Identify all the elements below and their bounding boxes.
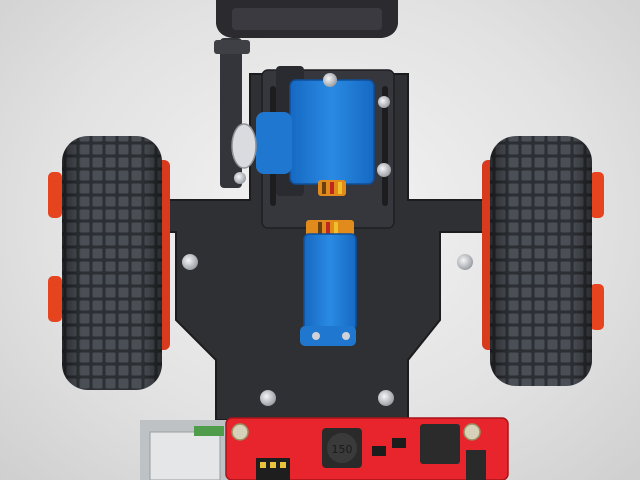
screw-icon [378,390,394,406]
left-wheel [48,136,170,390]
right-wheel [482,136,604,386]
lower-servo [300,220,357,346]
right-rim-bottom [590,284,604,330]
inductor-label: 150 [332,443,353,456]
regulator-chip [420,424,460,464]
switch-header [466,450,486,480]
screw-icon [182,254,198,270]
screw-icon [378,96,390,108]
right-rim-top [590,172,604,218]
left-rim-top [48,172,62,218]
arm-screw-icon [234,172,246,184]
top-sensor-module [216,0,398,38]
screw-icon [457,254,473,270]
screw-icon [323,73,337,87]
left-rim-bottom [48,276,62,322]
electronics-board: 150 [140,417,509,480]
screw-icon [377,163,391,177]
screw-icon [260,390,276,406]
chassis-screws [182,73,473,406]
servo-horn-icon [231,123,257,169]
